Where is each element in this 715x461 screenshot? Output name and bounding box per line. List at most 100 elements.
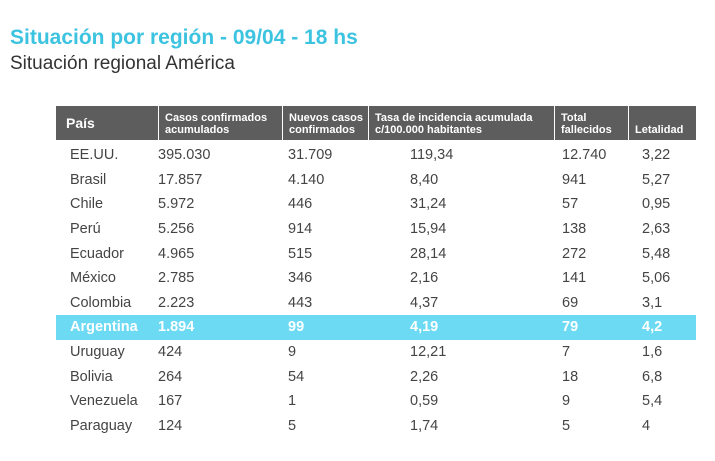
cell-rate: 4,19 <box>410 319 439 336</box>
cell-country: Uruguay <box>70 344 125 361</box>
table-body: EE.UU. 395.030 31.709 119,34 12.740 3,22 Brasi… <box>56 140 696 438</box>
cell-country: EE.UU. <box>70 147 119 164</box>
cell-lethality: 3,1 <box>642 294 663 311</box>
cell-new: 914 <box>288 221 313 238</box>
cell-deaths: 5 <box>562 417 571 434</box>
cell-country: Perú <box>70 221 101 238</box>
cell-country: México <box>70 270 116 287</box>
cell-lethality: 5,4 <box>642 393 663 410</box>
cell-country: Argentina <box>70 319 138 336</box>
table-row: EE.UU. 395.030 31.709 119,34 12.740 3,22 <box>56 143 696 168</box>
cell-rate: 0,59 <box>410 393 439 410</box>
table-row: Perú 5.256 914 15,94 138 2,63 <box>56 217 696 242</box>
cell-deaths: 18 <box>562 368 579 385</box>
header-cases-line2: acumulados <box>165 124 230 136</box>
cell-country: Bolivia <box>70 368 113 385</box>
header-new-line2: confirmados <box>289 124 356 136</box>
region-table: País Casos confirmados acumulados Nuevos … <box>56 106 696 438</box>
cell-cases: 395.030 <box>158 147 211 164</box>
table-row: Ecuador 4.965 515 28,14 272 5,48 <box>56 241 696 266</box>
cell-rate: 4,37 <box>410 294 439 311</box>
cell-rate: 15,94 <box>410 221 447 238</box>
header-new-cases: Nuevos casos confirmados <box>282 106 368 140</box>
cell-country: Chile <box>70 196 104 213</box>
table-row: Colombia 2.223 443 4,37 69 3,1 <box>56 291 696 316</box>
page-title: Situación por región - 09/04 - 18 hs <box>10 26 358 49</box>
cell-country: Colombia <box>70 294 132 311</box>
cell-rate: 31,24 <box>410 196 447 213</box>
cell-country: Venezuela <box>70 393 138 410</box>
cell-cases: 2.223 <box>158 294 195 311</box>
table-row: Paraguay 124 5 1,74 5 4 <box>56 414 696 439</box>
cell-rate: 2,16 <box>410 270 439 287</box>
cell-rate: 119,34 <box>410 147 454 164</box>
cell-deaths: 138 <box>562 221 587 238</box>
cell-new: 1 <box>288 393 297 410</box>
page-subtitle: Situación regional América <box>10 53 235 74</box>
cell-lethality: 1,6 <box>642 344 663 361</box>
cell-cases: 167 <box>158 393 183 410</box>
table-row: Uruguay 424 9 12,21 7 1,6 <box>56 340 696 365</box>
header-incidence-rate: Tasa de incidencia acumulada c/100.000 ha… <box>368 106 554 140</box>
cell-lethality: 5,27 <box>642 171 671 188</box>
table-row: Bolivia 264 54 2,26 18 6,8 <box>56 364 696 389</box>
cell-new: 515 <box>288 245 313 262</box>
header-cases: Casos confirmados acumulados <box>158 106 282 140</box>
cell-rate: 12,21 <box>410 344 447 361</box>
table-row: Argentina 1.894 99 4,19 79 4,2 <box>56 315 696 340</box>
cell-deaths: 12.740 <box>562 147 607 164</box>
table-row: México 2.785 346 2,16 141 5,06 <box>56 266 696 291</box>
header-deaths-line2: fallecidos <box>561 124 612 136</box>
cell-deaths: 272 <box>562 245 587 262</box>
cell-lethality: 5,48 <box>642 245 671 262</box>
cell-cases: 5.972 <box>158 196 195 213</box>
cell-new: 446 <box>288 196 313 213</box>
cell-new: 9 <box>288 344 297 361</box>
cell-new: 443 <box>288 294 313 311</box>
cell-new: 346 <box>288 270 313 287</box>
cell-new: 5 <box>288 417 297 434</box>
cell-deaths: 141 <box>562 270 587 287</box>
header-country: País <box>66 115 95 131</box>
table-row: Venezuela 167 1 0,59 9 5,4 <box>56 389 696 414</box>
table-row: Brasil 17.857 4.140 8,40 941 5,27 <box>56 168 696 193</box>
cell-country: Paraguay <box>70 417 133 434</box>
cell-lethality: 3,22 <box>642 147 671 164</box>
header-deaths: Total fallecidos <box>554 106 628 140</box>
cell-lethality: 4,2 <box>642 319 663 336</box>
cell-deaths: 79 <box>562 319 579 336</box>
cell-lethality: 0,95 <box>642 196 671 213</box>
header-rate-line2: c/100.000 habitantes <box>375 124 483 136</box>
cell-cases: 5.256 <box>158 221 195 238</box>
cell-cases: 264 <box>158 368 183 385</box>
header-deaths-line1: Total <box>561 112 587 124</box>
cell-deaths: 69 <box>562 294 579 311</box>
cell-new: 54 <box>288 368 305 385</box>
header-new-line1: Nuevos casos <box>289 112 363 124</box>
header-cases-line1: Casos confirmados <box>165 112 268 124</box>
cell-new: 31.709 <box>288 147 333 164</box>
cell-cases: 2.785 <box>158 270 195 287</box>
cell-rate: 2,26 <box>410 368 439 385</box>
table-header: País Casos confirmados acumulados Nuevos … <box>56 106 696 140</box>
cell-lethality: 6,8 <box>642 368 663 385</box>
cell-cases: 1.894 <box>158 319 195 336</box>
cell-lethality: 4 <box>642 417 651 434</box>
cell-country: Brasil <box>70 171 107 188</box>
cell-new: 99 <box>288 319 305 336</box>
cell-rate: 1,74 <box>410 417 439 434</box>
cell-lethality: 5,06 <box>642 270 671 287</box>
cell-lethality: 2,63 <box>642 221 671 238</box>
cell-cases: 124 <box>158 417 183 434</box>
header-lethality: Letalidad <box>628 106 696 140</box>
cell-deaths: 941 <box>562 171 587 188</box>
table-row: Chile 5.972 446 31,24 57 0,95 <box>56 192 696 217</box>
cell-deaths: 7 <box>562 344 571 361</box>
cell-deaths: 9 <box>562 393 571 410</box>
cell-rate: 8,40 <box>410 171 439 188</box>
cell-cases: 4.965 <box>158 245 195 262</box>
header-rate-line1: Tasa de incidencia acumulada <box>375 112 533 124</box>
cell-deaths: 57 <box>562 196 579 213</box>
cell-rate: 28,14 <box>410 245 447 262</box>
cell-new: 4.140 <box>288 171 325 188</box>
